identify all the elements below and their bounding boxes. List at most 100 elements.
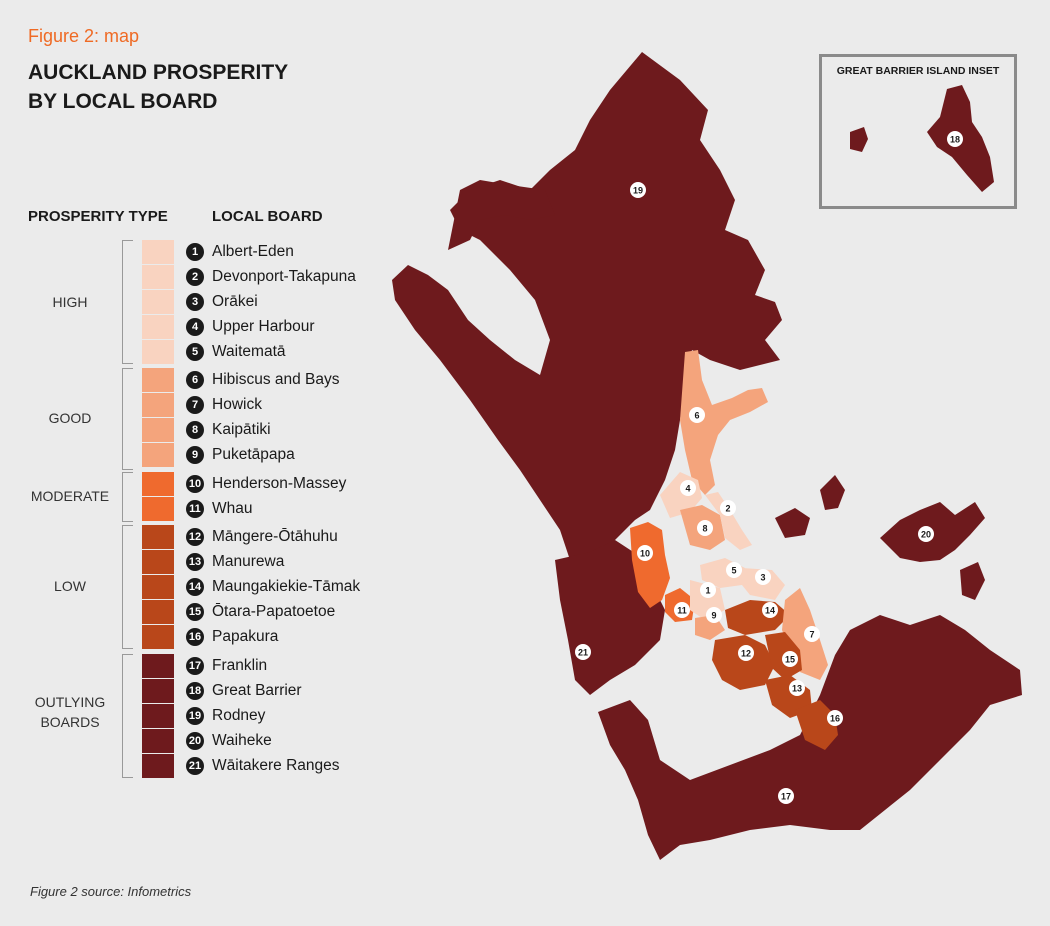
legend-number: 12	[186, 528, 204, 546]
legend-board-name: Kaipātiki	[212, 421, 271, 438]
legend-row: 1 Albert-Eden	[0, 240, 420, 265]
legend-board-name: Howick	[212, 396, 262, 413]
legend-swatch	[142, 265, 174, 289]
legend-swatch	[142, 240, 174, 264]
legend-swatch	[142, 368, 174, 392]
legend-number: 5	[186, 343, 204, 361]
local-board-header: LOCAL BOARD	[212, 208, 323, 225]
legend-swatch	[142, 625, 174, 649]
inset-map: 18	[850, 85, 994, 192]
legend-board-name: Papakura	[212, 628, 279, 645]
legend-number: 20	[186, 732, 204, 750]
marker-label-8: 8	[702, 524, 707, 534]
legend-number: 17	[186, 657, 204, 675]
legend-swatch	[142, 754, 174, 778]
marker-label-12: 12	[741, 649, 751, 659]
marker-label-5: 5	[731, 566, 736, 576]
legend-board-name: Wāitakere Ranges	[212, 757, 340, 774]
legend-row: 4 Upper Harbour	[0, 315, 420, 340]
legend-row: 8 Kaipātiki	[0, 418, 420, 443]
marker-11	[674, 602, 690, 618]
legend-board-name: Albert-Eden	[212, 243, 294, 260]
marker-19	[630, 182, 646, 198]
legend-number: 6	[186, 371, 204, 389]
region-mangere-otahuhu	[712, 635, 775, 690]
region-maungakiekie-tamaki	[725, 600, 790, 635]
legend-group-label: LOW	[54, 578, 86, 594]
title-line-2: BY LOCAL BOARD	[28, 90, 218, 113]
marker-label-19: 19	[633, 186, 643, 196]
great-barrier-inset: GREAT BARRIER ISLAND INSET 18	[819, 54, 1017, 209]
legend-group-bracket	[122, 240, 133, 364]
legend-board-name: Māngere-Ōtāhuhu	[212, 528, 338, 545]
inset-title: GREAT BARRIER ISLAND INSET	[836, 65, 1000, 77]
marker-9	[706, 607, 722, 623]
legend-number: 13	[186, 553, 204, 571]
legend-row: 18 Great Barrier	[0, 679, 420, 704]
legend-board-name: Great Barrier	[212, 682, 302, 699]
marker-2	[720, 500, 736, 516]
legend-group-bracket	[122, 368, 133, 470]
legend-board-name: Manurewa	[212, 553, 285, 570]
legend-row: 21 Wāitakere Ranges	[0, 754, 420, 779]
region-waiheke-islet-1	[775, 508, 810, 538]
legend-board-name: Whau	[212, 500, 253, 517]
region-rodney	[392, 52, 782, 562]
marker-18	[947, 131, 963, 147]
legend-swatch	[142, 679, 174, 703]
marker-label-13: 13	[792, 684, 802, 694]
legend-board-name: Waiheke	[212, 732, 272, 749]
legend-group-label: MODERATE	[30, 488, 110, 504]
region-papakura	[795, 700, 838, 750]
region-hibiscus-and-bays	[680, 350, 768, 495]
marker-label-14: 14	[765, 606, 775, 616]
figure-label: Figure 2: map	[28, 26, 140, 46]
legend-group-bracket	[122, 525, 133, 649]
legend-row: 5 Waitematā	[0, 340, 420, 365]
legend-row: 6 Hibiscus and Bays	[0, 368, 420, 393]
marker-1	[700, 582, 716, 598]
legend-board-name: Maungakiekie-Tāmak	[212, 578, 361, 595]
legend-row: 10 Henderson-Massey	[0, 472, 420, 497]
legend-row: 17 Franklin	[0, 654, 420, 679]
marker-12	[738, 645, 754, 661]
legend-swatch	[142, 497, 174, 521]
legend-board-name: Hibiscus and Bays	[212, 371, 340, 388]
legend-board-name: Henderson-Massey	[212, 475, 347, 492]
marker-label-1: 1	[705, 586, 710, 596]
marker-label-17: 17	[781, 792, 791, 802]
legend-board-name: Waitematā	[212, 343, 286, 360]
marker-label-21: 21	[578, 648, 588, 658]
legend-row: 13 Manurewa	[0, 550, 420, 575]
marker-label-7: 7	[809, 630, 814, 640]
marker-label-16: 16	[830, 714, 840, 724]
legend-row: 14 Maungakiekie-Tāmak	[0, 575, 420, 600]
legend-board-name: Franklin	[212, 657, 268, 674]
legend-group-label: HIGH	[52, 294, 88, 310]
legend-number: 7	[186, 396, 204, 414]
legend-number: 1	[186, 243, 204, 261]
legend-swatch	[142, 472, 174, 496]
marker-label-15: 15	[785, 655, 795, 665]
legend-board-name: Rodney	[212, 707, 266, 724]
marker-label-10: 10	[640, 549, 650, 559]
marker-5	[726, 562, 742, 578]
legend-board-name: Upper Harbour	[212, 318, 315, 335]
legend-swatch	[142, 575, 174, 599]
legend-row: 19 Rodney	[0, 704, 420, 729]
map-title: AUCKLAND PROSPERITY BY LOCAL BOARD	[28, 58, 368, 116]
legend-board-name: Orākei	[212, 293, 258, 310]
legend-row: 2 Devonport-Takapuna	[0, 265, 420, 290]
legend-swatch	[142, 315, 174, 339]
marker-label-3: 3	[760, 573, 765, 583]
legend-row: 3 Orākei	[0, 290, 420, 315]
legend-number: 9	[186, 446, 204, 464]
legend-row: 20 Waiheke	[0, 729, 420, 754]
legend-number: 8	[186, 421, 204, 439]
legend-swatch	[142, 418, 174, 442]
legend-board-name: Devonport-Takapuna	[212, 268, 356, 285]
legend-swatch	[142, 443, 174, 467]
legend-number: 21	[186, 757, 204, 775]
region-waiheke-islet-3	[960, 562, 985, 600]
legend-number: 10	[186, 475, 204, 493]
